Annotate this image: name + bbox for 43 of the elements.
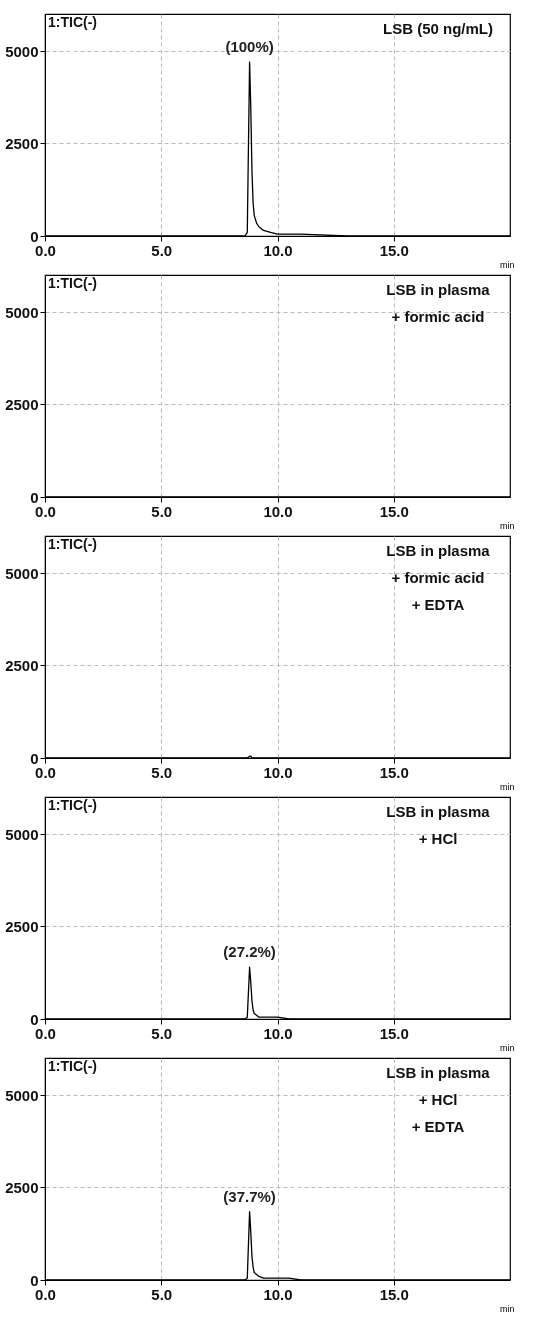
x-axis-title: min xyxy=(499,1042,515,1053)
x-tick-label: 5.0 xyxy=(151,1024,173,1042)
annotation: 1:TIC(-) xyxy=(48,14,97,30)
x-axis-title: min xyxy=(499,781,515,792)
y-tick-label: 5000 xyxy=(5,1086,39,1104)
annotation: 1:TIC(-) xyxy=(48,1058,97,1074)
x-tick-label: 10.0 xyxy=(263,1024,293,1042)
x-tick-label: 5.0 xyxy=(151,502,173,520)
x-axis-title: min xyxy=(499,1303,515,1314)
x-tick-label: 5.0 xyxy=(151,241,173,259)
annotation: 1:TIC(-) xyxy=(48,275,97,291)
x-tick-label: 15.0 xyxy=(379,1024,409,1042)
annotation: 1:TIC(-) xyxy=(48,536,97,552)
x-tick-label: 10.0 xyxy=(263,502,293,520)
y-tick-label: 5000 xyxy=(5,303,39,321)
x-tick-label: 5.0 xyxy=(151,1285,173,1303)
y-tick-label: 2500 xyxy=(5,135,39,152)
annotation: LSB in plasma + formic acid + EDTA xyxy=(386,542,491,613)
annotation: (27.2%) xyxy=(223,943,276,961)
x-tick-label: 5.0 xyxy=(151,763,173,781)
x-tick-label: 15.0 xyxy=(379,502,409,520)
annotation: LSB (50 ng/mL) xyxy=(382,20,494,37)
annotation: LSB in plasma + formic acid xyxy=(386,281,491,325)
x-tick-label: 15.0 xyxy=(379,1285,409,1303)
y-tick-label: 5000 xyxy=(5,564,39,582)
annotation: (37.7%) xyxy=(223,1187,276,1205)
y-tick-label: 5000 xyxy=(5,825,39,843)
annotation: 1:TIC(-) xyxy=(48,797,97,813)
x-tick-label: 15.0 xyxy=(379,241,409,259)
x-tick-label: 10.0 xyxy=(263,241,293,259)
annotation: (100%) xyxy=(225,38,274,56)
x-axis-title: min xyxy=(499,259,515,270)
y-tick-label: 5000 xyxy=(5,42,39,60)
y-tick-label: 2500 xyxy=(5,657,39,674)
x-tick-label: 15.0 xyxy=(379,763,409,781)
annotation: LSB in plasma + HCl + EDTA xyxy=(386,1064,491,1135)
y-tick-label: 2500 xyxy=(5,918,39,935)
y-tick-label: 2500 xyxy=(5,396,39,413)
x-tick-label: 10.0 xyxy=(263,763,293,781)
x-axis-title: min xyxy=(499,520,515,531)
annotation: LSB in plasma + HCl xyxy=(386,803,491,847)
y-tick-label: 2500 xyxy=(5,1179,39,1196)
x-tick-label: 10.0 xyxy=(263,1285,293,1303)
